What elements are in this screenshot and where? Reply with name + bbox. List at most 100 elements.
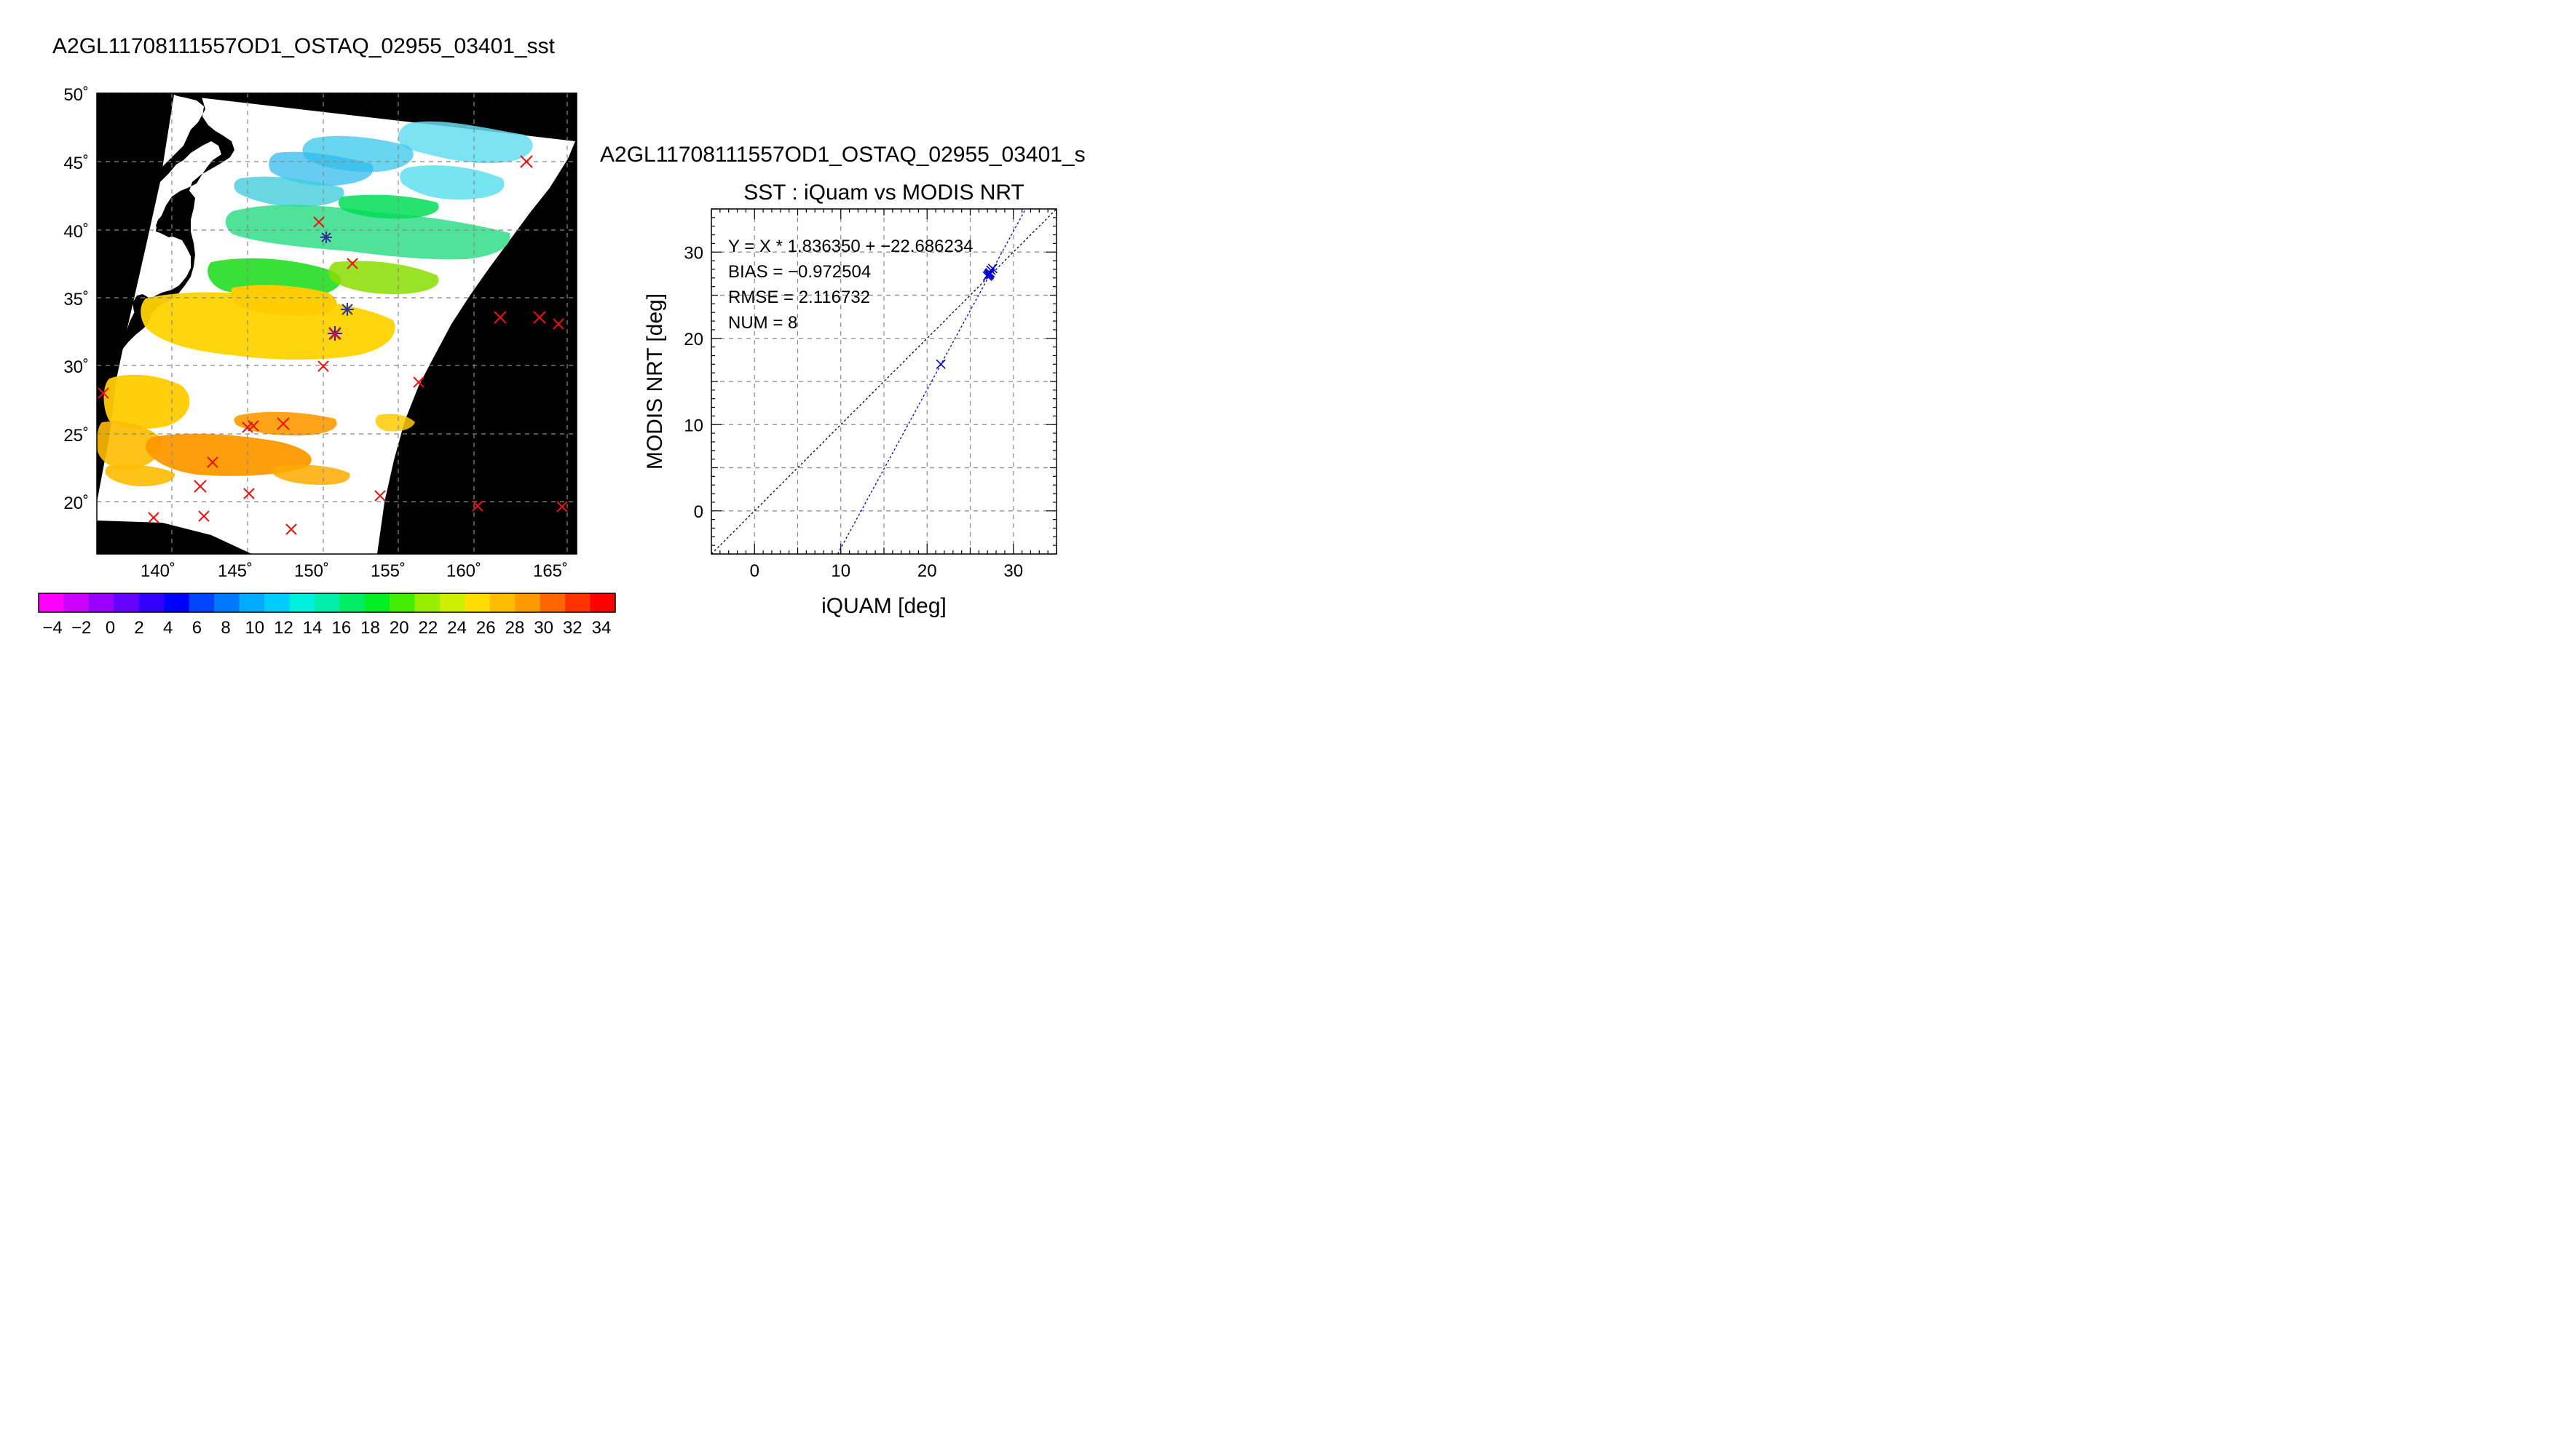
- colorbar-tick-label: 18: [360, 618, 380, 638]
- map-title: A2GL11708111557OD1_OSTAQ_02955_03401_sst: [52, 34, 556, 58]
- colorbar-tick-label: 14: [303, 618, 323, 638]
- obs-marker: [98, 387, 109, 399]
- colorbar-tick-label: 32: [563, 618, 583, 638]
- obs-marker: [533, 311, 546, 324]
- figure-canvas: A2GL11708111557OD1_OSTAQ_02955_03401_sst: [38, 34, 1086, 638]
- lon-label: 140˚: [141, 561, 175, 581]
- obs-marker: [207, 456, 218, 468]
- colorbar-tick-label: 8: [221, 618, 230, 638]
- lat-label: 20˚: [63, 494, 89, 513]
- plot-border: [711, 208, 1057, 555]
- colorbar-swatch: [63, 593, 90, 612]
- obs-marker: [494, 311, 507, 324]
- lon-label: 165˚: [533, 561, 568, 581]
- scatter-header: A2GL11708111557OD1_OSTAQ_02955_03401_s: [600, 143, 1086, 167]
- y-tick-label: 20: [684, 330, 703, 349]
- obs-marker: [194, 480, 207, 493]
- x-tick-labels: 0 10 20 30: [750, 561, 1024, 581]
- y-tick-label: 30: [684, 243, 703, 263]
- scatter-point: [984, 269, 995, 280]
- map-matchup-markers: [320, 232, 354, 341]
- scatter-point: [936, 359, 946, 369]
- colorbar-swatch: [390, 593, 416, 612]
- colorbar-swatch: [239, 593, 265, 612]
- colorbar-tick-label: 12: [274, 618, 293, 638]
- colorbar-tick-label: 26: [476, 618, 496, 638]
- colorbar-swatch: [214, 593, 240, 612]
- x-axis-label: iQUAM [deg]: [821, 594, 947, 618]
- colorbar-swatch: [138, 593, 165, 612]
- lat-label: 50˚: [63, 85, 89, 105]
- obs-marker: [248, 420, 259, 432]
- colorbar-swatch: [114, 593, 140, 612]
- x-tick-label: 20: [917, 561, 937, 581]
- lon-label: 145˚: [218, 561, 253, 581]
- colorbar-tick-label: −4: [42, 618, 62, 638]
- lat-label: 35˚: [63, 290, 89, 309]
- obs-marker: [313, 216, 325, 228]
- obs-marker: [520, 155, 533, 168]
- obs-marker: [556, 501, 568, 513]
- colorbar-tick-label: 24: [447, 618, 467, 638]
- one-to-one-line: [711, 209, 1057, 554]
- colorbar-swatch: [264, 593, 290, 612]
- stat-num: NUM = 8: [728, 313, 797, 333]
- colorbar-swatch: [39, 593, 64, 612]
- y-tick-labels: 0 10 20 30: [684, 243, 703, 522]
- obs-marker: [285, 523, 297, 535]
- colorbar-tick-label: 4: [163, 618, 173, 638]
- x-tick-label: 30: [1003, 561, 1023, 581]
- colorbar-tick-label: 10: [245, 618, 264, 638]
- map-frame: [97, 93, 577, 554]
- matchup-marker: [329, 328, 341, 340]
- obs-marker: [472, 500, 483, 512]
- colorbar-swatch: [189, 593, 215, 612]
- obs-marker: [277, 417, 290, 430]
- stat-fit-equation: Y = X * 1.836350 + −22.686234: [728, 237, 974, 256]
- colorbar-tick-label: 22: [419, 618, 438, 638]
- colorbar-swatch: [565, 593, 591, 612]
- stats-block: Y = X * 1.836350 + −22.686234 BIAS = −0.…: [728, 237, 974, 333]
- obs-marker: [317, 360, 329, 372]
- plot-ticks: [711, 208, 1057, 555]
- colorbar-border: [38, 593, 616, 613]
- colorbar-swatch: [314, 593, 340, 612]
- stat-bias: BIAS = −0.972504: [728, 262, 871, 282]
- colorbar-tick-label: 34: [592, 618, 612, 638]
- colorbar-swatch: [164, 593, 190, 612]
- colorbar-swatch: [465, 593, 491, 612]
- x-tick-label: 10: [831, 561, 850, 581]
- obs-marker: [553, 318, 564, 330]
- colorbar-swatch: [339, 593, 366, 612]
- colorbar-tick-label: 16: [331, 618, 351, 638]
- chart-title: SST : iQuam vs MODIS NRT: [743, 181, 1024, 205]
- map-obs-markers: [98, 155, 568, 535]
- scatter-points: [936, 264, 998, 369]
- map-lat-labels: 50˚ 45˚ 40˚ 35˚ 30˚ 25˚ 20˚: [63, 85, 89, 513]
- obs-marker: [374, 490, 386, 502]
- map-gridlines: [97, 93, 577, 554]
- lat-label: 40˚: [63, 222, 89, 242]
- colorbar-swatch: [364, 593, 390, 612]
- sst-colorbar: [38, 593, 616, 613]
- lat-label: 30˚: [63, 357, 89, 377]
- colorbar-tick-label: 2: [134, 618, 143, 638]
- colorbar-swatch: [289, 593, 315, 612]
- x-tick-label: 0: [750, 561, 759, 581]
- colorbar-swatch: [414, 593, 441, 612]
- obs-marker: [243, 488, 255, 499]
- obs-marker: [347, 258, 358, 269]
- colorbar-tick-label: 20: [390, 618, 409, 638]
- matchup-marker: [341, 303, 354, 316]
- scatter-point: [987, 264, 998, 274]
- map-border: [96, 92, 577, 555]
- map-lon-labels: 140˚ 145˚ 150˚ 155˚ 160˚ 165˚: [141, 561, 568, 581]
- colorbar-labels: −4 −2 0 2 4 6 8 10 12 14 16 18 20 22 24 26 28 30 32 34: [42, 618, 611, 638]
- colorbar-swatch: [88, 593, 114, 612]
- lat-label: 25˚: [63, 426, 89, 446]
- lat-label: 45˚: [63, 154, 89, 173]
- y-axis-label: MODIS NRT [deg]: [643, 293, 667, 470]
- stat-rmse: RMSE = 2.116732: [728, 288, 870, 307]
- colorbar-tick-label: 30: [534, 618, 553, 638]
- colorbar-swatch: [439, 593, 465, 612]
